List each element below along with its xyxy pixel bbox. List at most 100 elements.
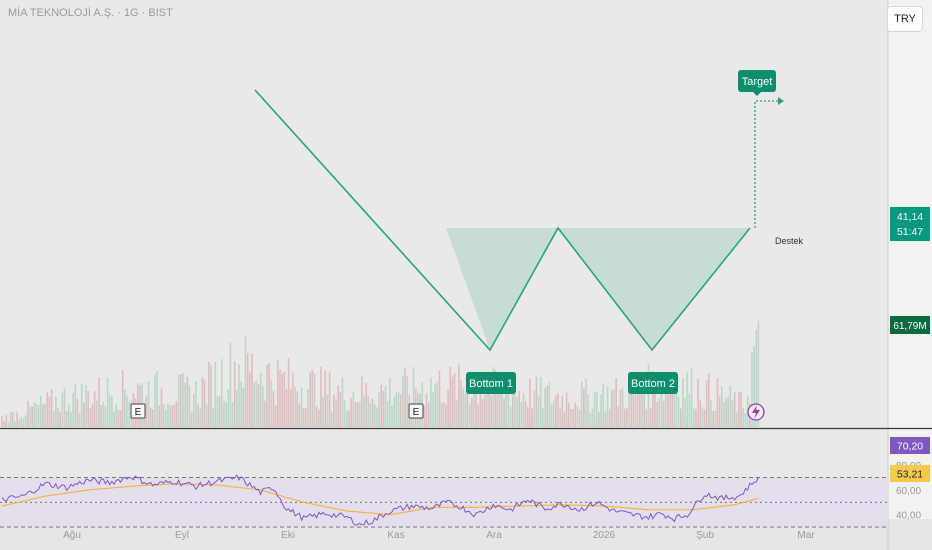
volume-bar xyxy=(453,373,456,427)
earnings-marker-text: E xyxy=(135,407,142,418)
volume-bar xyxy=(113,411,115,427)
volume-bar xyxy=(365,382,367,427)
volume-bar xyxy=(660,383,663,427)
volume-bar xyxy=(171,404,174,427)
volume-bar xyxy=(169,406,171,427)
volume-bar xyxy=(78,413,81,427)
volume-bar xyxy=(160,388,163,427)
volume-bar xyxy=(369,403,372,427)
volume-bar xyxy=(354,402,357,427)
volume-bar xyxy=(479,393,482,427)
bottom2-label-text: Bottom 2 xyxy=(631,378,675,390)
volume-bar xyxy=(673,391,676,427)
currency-button[interactable]: TRY xyxy=(887,6,923,32)
volume-bar xyxy=(574,402,577,427)
lightning-icon xyxy=(747,403,765,421)
volume-bar xyxy=(46,392,49,427)
volume-bar xyxy=(337,385,339,427)
volume-bar xyxy=(537,396,540,427)
volume-bar xyxy=(1,416,3,427)
time-tick-label: Ağu xyxy=(63,530,81,541)
volume-bar xyxy=(546,385,549,427)
volume-bar xyxy=(244,336,247,427)
volume-bar xyxy=(585,378,587,427)
volume-bar xyxy=(595,392,598,427)
volume-bar xyxy=(264,400,266,427)
volume-bar xyxy=(111,396,113,427)
earnings-marker-box xyxy=(408,403,424,419)
volume-bar xyxy=(430,377,432,427)
volume-bar xyxy=(309,372,311,427)
volume-bar xyxy=(460,380,462,427)
volume-bar xyxy=(164,409,167,427)
volume-bar xyxy=(393,396,396,427)
volume-bar xyxy=(302,408,305,427)
pattern-line xyxy=(254,89,751,352)
volume-bar xyxy=(63,387,66,427)
volume-bar xyxy=(632,387,635,427)
volume-bar xyxy=(348,410,350,427)
volume-bar xyxy=(85,385,87,427)
volume-bar xyxy=(591,408,594,427)
volume-bar xyxy=(630,378,633,427)
volume-bar xyxy=(298,403,301,427)
volume-bar xyxy=(742,407,745,427)
volume-bar xyxy=(699,400,702,427)
volume-bar xyxy=(578,409,581,427)
volume-bar xyxy=(208,361,210,427)
volume-bar xyxy=(576,406,579,427)
volume-bar xyxy=(300,387,303,427)
volume-bar xyxy=(598,412,600,427)
volume-bar xyxy=(180,374,182,427)
volume-bar xyxy=(511,393,514,427)
volume-bar xyxy=(615,377,617,427)
volume-bar xyxy=(261,386,264,427)
countdown-text: 51:47 xyxy=(897,226,923,238)
volume-bar xyxy=(361,376,363,427)
volume-bar xyxy=(152,409,154,427)
volume-bar xyxy=(305,408,307,427)
volume-bar xyxy=(167,403,169,427)
volume-bar xyxy=(496,388,499,427)
volume-bar xyxy=(402,375,404,427)
volume-bar xyxy=(677,396,680,427)
volume-bar xyxy=(50,388,53,427)
volume-bar xyxy=(552,400,555,427)
volume-bar xyxy=(533,390,536,427)
volume-bar xyxy=(317,409,320,427)
volume-bar xyxy=(162,404,165,427)
volume-bar xyxy=(716,378,719,427)
volume-bar xyxy=(682,378,684,427)
volume-bar xyxy=(214,362,217,427)
volume-bar xyxy=(380,384,383,427)
volume-bar xyxy=(645,409,648,427)
volume-bar xyxy=(18,419,21,427)
volume-bar xyxy=(656,402,658,427)
volume-bar xyxy=(736,412,738,427)
volume-bar xyxy=(389,377,391,427)
volume-bar xyxy=(733,392,736,427)
volume-bar xyxy=(466,391,469,427)
volume-bar xyxy=(346,410,348,427)
volume-bar xyxy=(680,408,682,427)
volume-bar xyxy=(24,415,27,427)
volume-bar xyxy=(509,406,512,427)
volume-bar xyxy=(292,372,294,427)
volume-bar xyxy=(296,391,299,427)
volume-bar xyxy=(315,406,318,427)
volume-bar xyxy=(619,389,622,427)
volume-bar xyxy=(542,407,544,427)
volume-bar xyxy=(233,361,236,427)
volume-bar xyxy=(279,369,281,427)
volume-bar xyxy=(516,396,518,427)
volume-bar xyxy=(658,398,661,427)
volume-bar xyxy=(539,376,542,427)
volume-bar xyxy=(723,402,725,427)
volume-bar xyxy=(667,393,669,427)
volume-bar xyxy=(70,412,72,427)
volume-bar xyxy=(221,359,223,427)
rsi-tick-label: 40,00 xyxy=(896,511,921,522)
volume-bar xyxy=(350,398,352,427)
volume-bar xyxy=(561,395,564,427)
